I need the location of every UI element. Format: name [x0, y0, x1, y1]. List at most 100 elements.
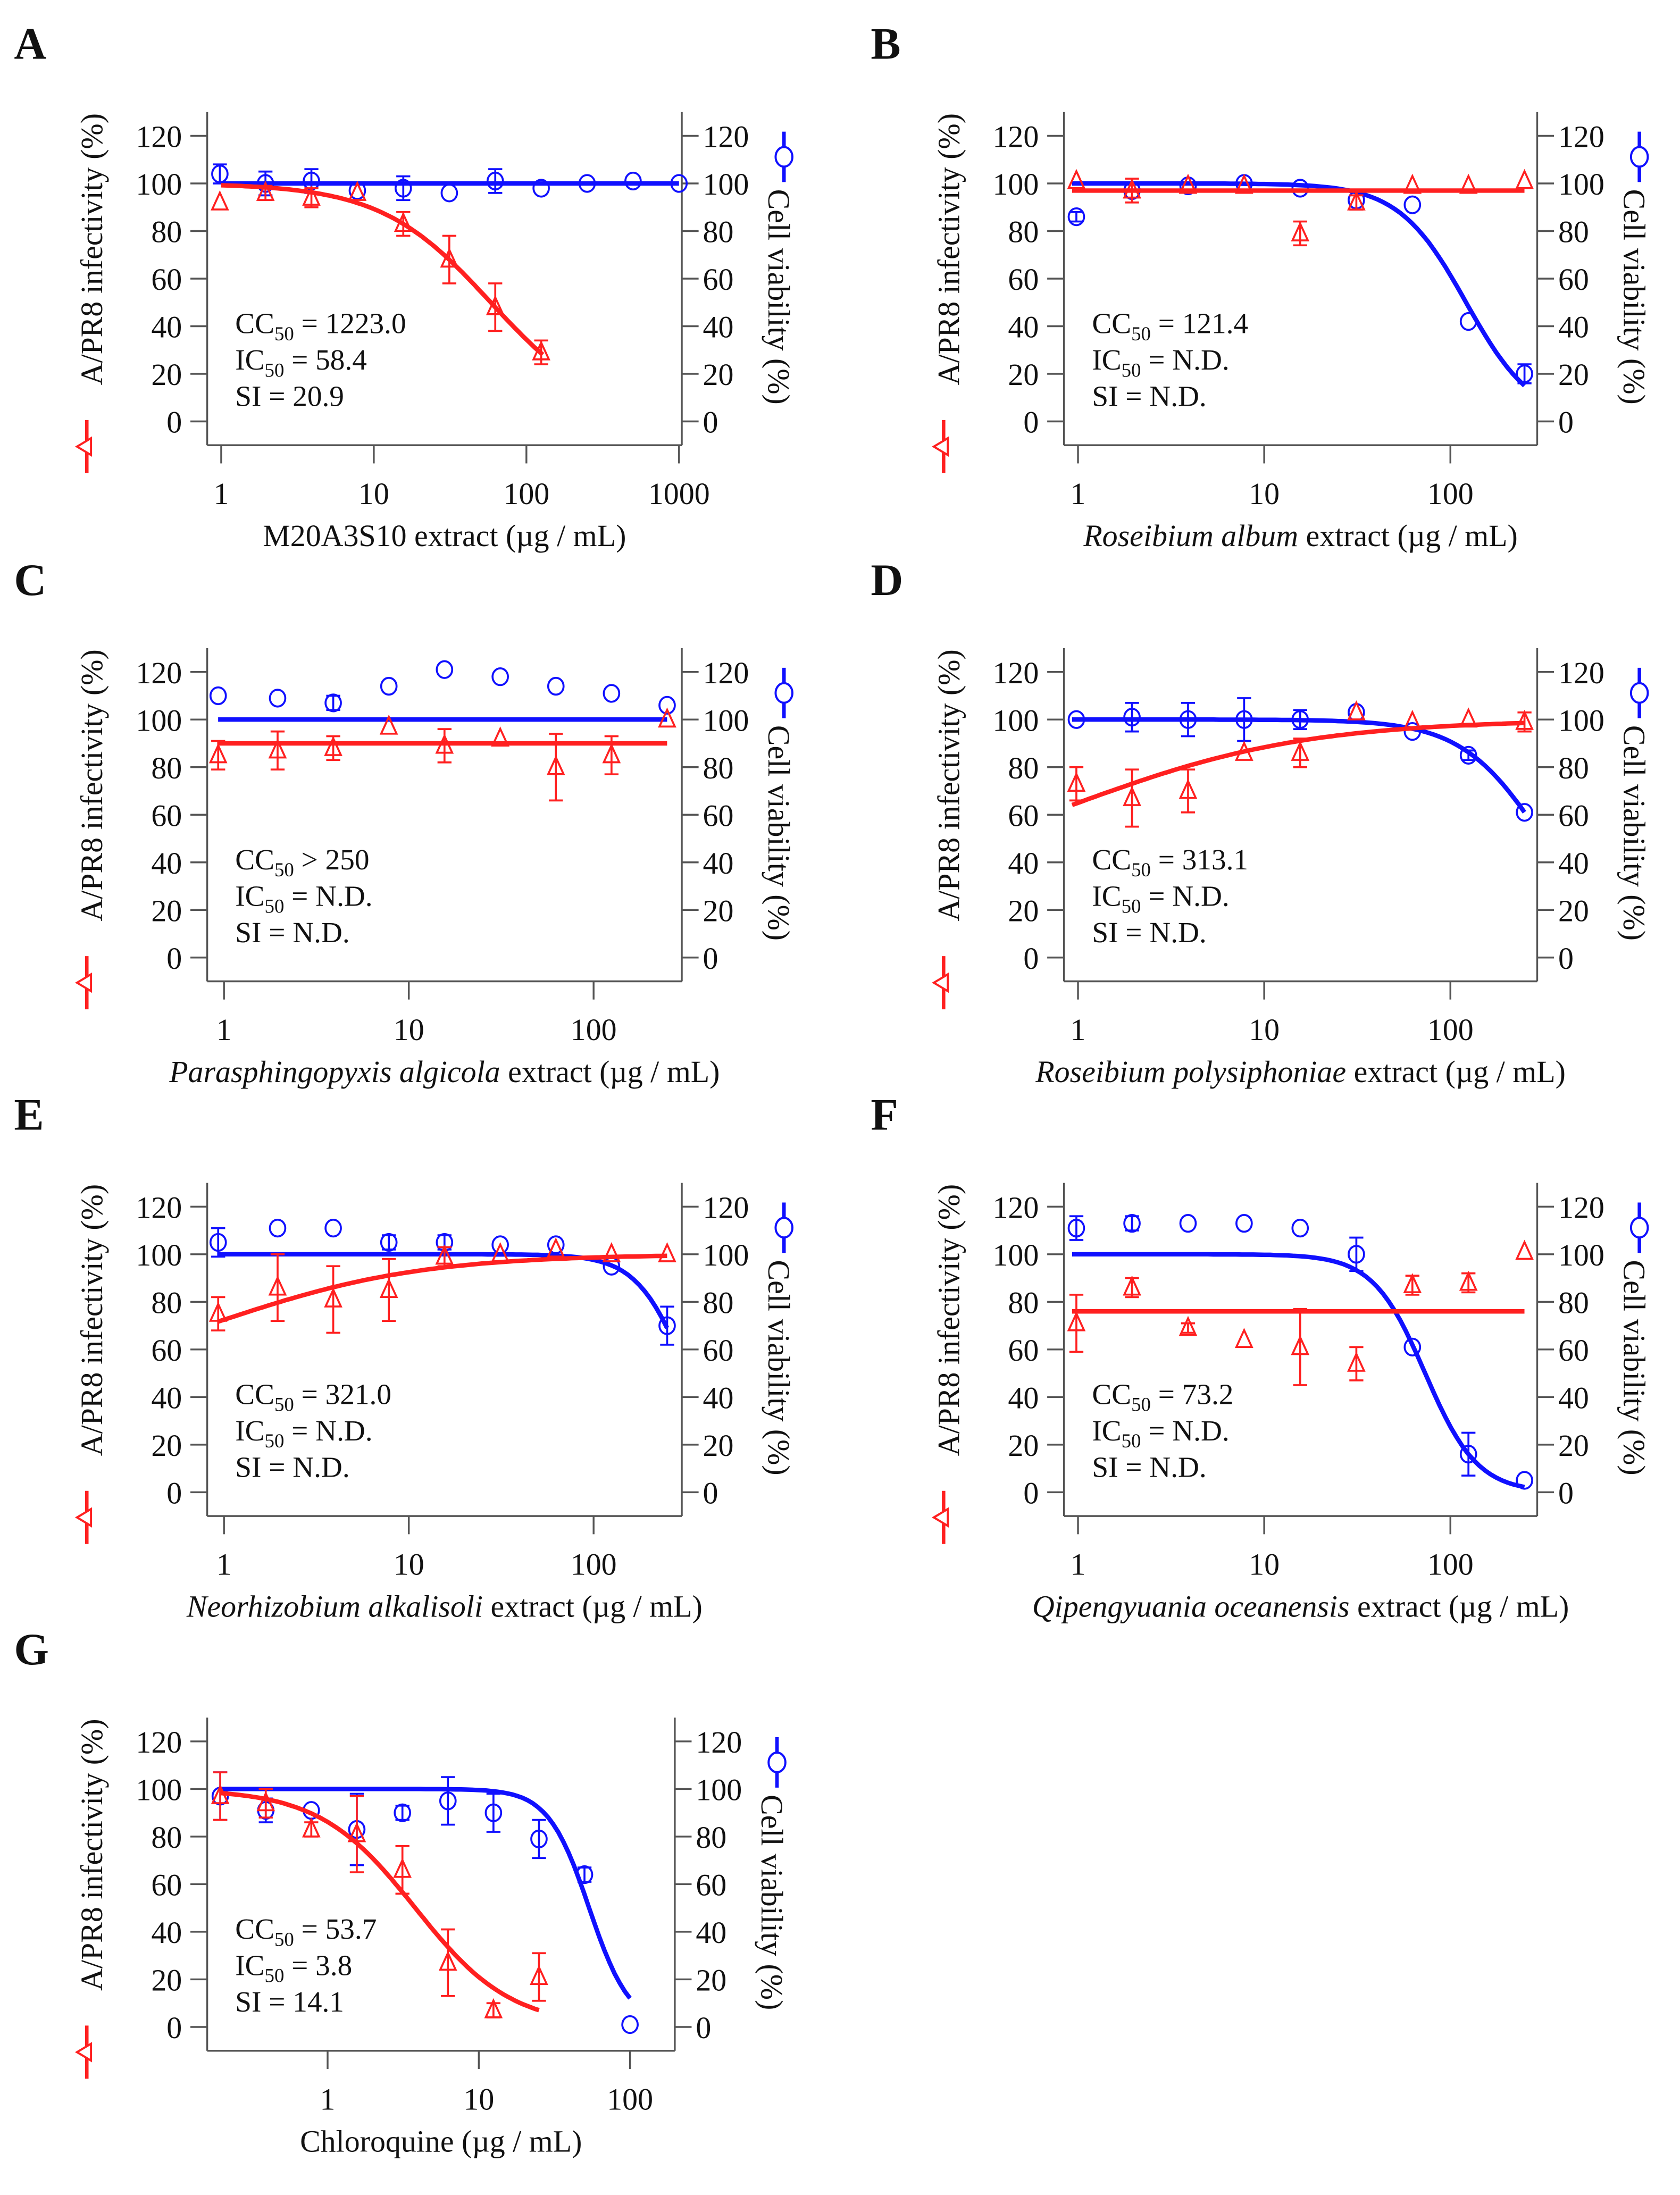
stat-annotation: CC50 = 73.2	[1092, 1378, 1233, 1415]
y-right-axis-title: Cell viability (%)	[762, 725, 796, 941]
stat-value: = N.D.	[1141, 879, 1229, 912]
y-right-tick-label: 40	[703, 310, 734, 345]
infectivity-point	[530, 1965, 548, 1985]
viability-point	[670, 174, 688, 193]
y-right-tick-label: 60	[1558, 798, 1589, 833]
panel-letter: B	[871, 20, 900, 69]
x-tick-label: 100	[1427, 1012, 1474, 1047]
stat-label: SI	[235, 916, 261, 949]
y-right-tick-label: 60	[696, 1868, 726, 1903]
infectivity-point	[1178, 1316, 1198, 1336]
y-right-tick-label: 80	[696, 1820, 726, 1855]
x-axis-title-text: extract (µg / mL)	[1349, 1589, 1569, 1624]
viability-point	[1179, 710, 1197, 729]
y-right-axis-title: Cell viability (%)	[1617, 725, 1652, 941]
y-left-tick-label: 100	[136, 703, 182, 738]
stat-subscript: 50	[1131, 1394, 1151, 1415]
x-tick-label: 100	[1427, 476, 1474, 511]
y-right-tick-label: 60	[703, 262, 734, 297]
stat-value: = N.D.	[261, 1451, 349, 1483]
viability-point	[1235, 710, 1253, 729]
y-right-tick-label: 40	[1558, 310, 1589, 345]
viability-point	[1459, 745, 1477, 765]
y-left-tick-label: 80	[151, 751, 182, 785]
viability-point	[484, 1803, 503, 1822]
y-left-tick-label: 20	[1008, 357, 1039, 392]
viability-legend-glyph	[1629, 131, 1649, 182]
y-left-tick-label: 100	[136, 1773, 182, 1807]
y-right-tick-label: 100	[703, 1238, 749, 1272]
y-left-tick-label: 0	[1023, 941, 1039, 976]
infectivity-point	[256, 1791, 275, 1812]
panel-letter: G	[14, 1625, 49, 1674]
viability-point	[658, 696, 676, 715]
infectivity-point	[440, 247, 459, 268]
stat-value: = 1223.0	[294, 307, 406, 340]
y-left-tick-label: 120	[136, 120, 182, 154]
stat-subscript: 50	[274, 1394, 294, 1415]
viability-point	[1403, 1337, 1422, 1357]
y-left-axis-title: A/PR8 infectivity (%)	[74, 1184, 109, 1456]
triangle-icon	[74, 972, 93, 993]
circle-icon	[774, 1217, 793, 1239]
infectivity-point	[532, 340, 550, 361]
x-tick-label: 10	[463, 2082, 494, 2116]
y-left-tick-label: 120	[136, 656, 182, 690]
x-axis-title-text: M20A3S10 extract (µg / mL)	[263, 518, 626, 553]
infectivity-point	[491, 726, 509, 747]
viability-point	[575, 1865, 594, 1884]
infectivity-legend-glyph	[932, 956, 949, 1010]
infectivity-point	[658, 707, 676, 728]
infectivity-point	[1291, 1335, 1310, 1355]
viability-point	[439, 1791, 457, 1811]
viability-point	[1179, 1214, 1197, 1233]
infectivity-point	[602, 743, 621, 764]
stat-label: SI	[235, 1451, 261, 1483]
stat-label: IC	[235, 879, 264, 912]
y-right-tick-label: 80	[703, 751, 734, 785]
viability-point	[1123, 1214, 1141, 1233]
infectivity-point	[379, 1278, 398, 1298]
y-right-tick-label: 40	[703, 1380, 734, 1415]
y-left-axis-title: A/PR8 infectivity (%)	[931, 1184, 966, 1456]
x-tick-label: 10	[394, 1547, 424, 1582]
x-axis-title-text: extract (µg / mL)	[1346, 1054, 1566, 1089]
x-tick-label: 10	[358, 476, 389, 511]
viability-point	[1516, 1471, 1533, 1490]
stat-annotation: SI = N.D.	[1092, 1451, 1206, 1483]
stat-value: = 53.7	[294, 1913, 377, 1945]
y-right-tick-label: 40	[703, 846, 734, 881]
y-right-tick-label: 120	[703, 120, 749, 154]
y-left-tick-label: 80	[151, 1285, 182, 1320]
x-axis-title: Chloroquine (µg / mL)	[300, 2124, 582, 2158]
viability-legend-glyph	[774, 667, 793, 718]
infectivity-point	[435, 1244, 454, 1265]
infectivity-legend-glyph	[74, 2025, 93, 2079]
viability-point	[1403, 722, 1422, 741]
x-axis-title-italic: Neorhizobium alkalisoli	[186, 1589, 483, 1624]
stat-label: SI	[1092, 916, 1118, 949]
viability-point	[658, 1316, 676, 1335]
infectivity-point	[347, 1822, 366, 1842]
y-left-axis-title: A/PR8 infectivity (%)	[931, 649, 966, 921]
infectivity-point	[1123, 178, 1141, 199]
viability-point	[578, 174, 596, 193]
x-axis-title-italic: Qipengyuania oceanensis	[1032, 1589, 1350, 1624]
y-left-tick-label: 20	[151, 893, 182, 928]
infectivity-point	[324, 1287, 342, 1308]
infectivity-point	[438, 1950, 457, 1971]
stat-subscript: 50	[265, 895, 285, 917]
stat-annotation: IC50 = N.D.	[1092, 1414, 1229, 1452]
stat-value: = N.D.	[1141, 344, 1229, 376]
stat-subscript: 50	[1122, 359, 1141, 381]
infectivity-point	[1123, 1275, 1141, 1296]
viability-point	[394, 1803, 412, 1822]
viability-point	[380, 1233, 398, 1252]
x-axis-title: M20A3S10 extract (µg / mL)	[263, 518, 626, 553]
infectivity-legend-glyph	[74, 956, 93, 1010]
y-right-axis-title: Cell viability (%)	[762, 1260, 796, 1475]
y-left-tick-label: 60	[1008, 262, 1039, 297]
infectivity-point	[208, 743, 228, 764]
viability-point	[547, 676, 565, 696]
